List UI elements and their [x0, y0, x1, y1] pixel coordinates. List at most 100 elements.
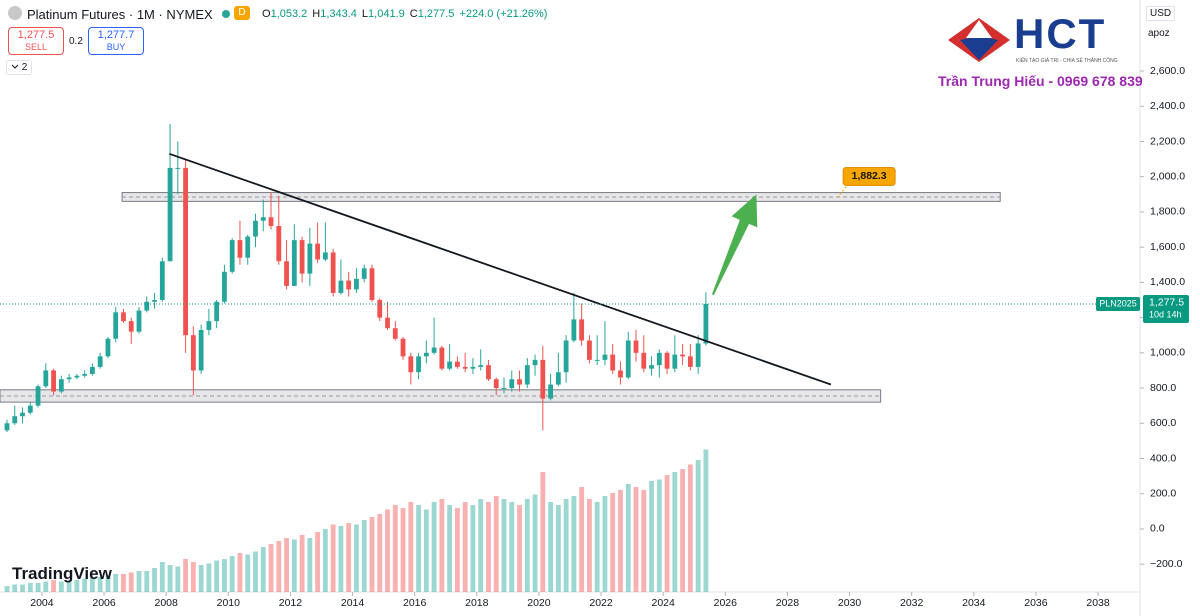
price-label: 1,277.5: [1149, 297, 1184, 309]
symbol-title[interactable]: Platinum Futures · 1M · NYMEX: [27, 7, 213, 22]
candle-body: [105, 338, 111, 357]
candle-body: [633, 340, 639, 353]
candle-body: [229, 240, 235, 272]
candle-body: [555, 372, 561, 385]
x-tick-label: 2010: [217, 597, 241, 609]
y-tick-label: 1,800.0: [1150, 206, 1185, 218]
y-tick-label: 2,600.0: [1150, 65, 1185, 77]
ohlc-key: H: [312, 8, 321, 20]
currency[interactable]: USD: [1146, 6, 1176, 21]
x-tick-label: 2020: [527, 597, 551, 609]
x-tick-label: 2024: [652, 597, 676, 609]
target-pointer: [836, 183, 850, 198]
volume-bar: [517, 505, 522, 592]
candle-body: [253, 220, 258, 237]
y-tick-label: 200.0: [1150, 488, 1176, 500]
candle-body: [245, 236, 251, 258]
volume-bar: [144, 571, 150, 592]
volume-bar: [206, 563, 212, 592]
candle-body: [35, 386, 41, 406]
zone: [0, 389, 882, 403]
buy-price: 1,277.7: [97, 29, 135, 41]
x-tick-label: 2016: [403, 597, 427, 609]
candle-body: [594, 359, 600, 361]
volume-bar: [214, 560, 220, 592]
volume-bar: [97, 577, 103, 592]
change: +224.0 (+21.26%): [459, 8, 548, 20]
candle-body: [563, 340, 569, 373]
buy-label: BUY: [106, 42, 126, 52]
volume-bar: [245, 554, 251, 592]
candle-body: [618, 370, 623, 378]
y-tick-label: 2,400.0: [1150, 100, 1185, 112]
volume-bar: [695, 460, 701, 592]
sell-button[interactable]: 1,277.5 SELL: [8, 27, 64, 55]
candle-body: [90, 366, 95, 374]
target-label: 1,882.3: [852, 170, 887, 182]
candle-body: [509, 379, 515, 389]
candle-body: [641, 352, 647, 369]
candle-body: [152, 299, 157, 302]
volume-bar: [12, 584, 18, 592]
candle-body: [470, 366, 476, 369]
buy-button[interactable]: 1,277.7 BUY: [88, 27, 144, 55]
symbol-box: [1096, 296, 1140, 311]
volume-bar: [27, 583, 33, 592]
trendline: [168, 152, 832, 386]
candle-body: [121, 312, 126, 322]
volume-bar: [369, 517, 375, 592]
volume-bar: [641, 490, 647, 592]
candle-body: [361, 268, 367, 279]
ohlc-value: 1,053.2: [270, 8, 308, 20]
volume-bar: [540, 472, 546, 592]
candle-body: [579, 319, 585, 341]
candle-body: [695, 343, 701, 367]
candle-body: [167, 167, 173, 262]
candle-body: [517, 379, 522, 385]
volume-bar: [113, 574, 119, 592]
candle-body: [486, 365, 491, 380]
volume-bar: [51, 580, 56, 592]
candle-body: [400, 338, 406, 357]
scale-menu[interactable]: apoz: [1148, 28, 1170, 39]
x-tick-label: 2006: [92, 597, 116, 609]
badge: D: [234, 6, 250, 20]
symbol-label: PLN2025: [1099, 298, 1137, 308]
volume-bar: [159, 562, 165, 592]
volume-bar: [315, 532, 321, 592]
volume-bar: [136, 571, 142, 592]
volume-bar: [687, 464, 693, 592]
candle-body: [687, 356, 693, 367]
candle-body: [454, 361, 460, 367]
candle-body: [431, 347, 437, 353]
x-tick-label: 2004: [30, 597, 54, 609]
volume-bar: [385, 509, 390, 592]
volume-bar: [105, 575, 111, 592]
candle-body: [322, 252, 328, 260]
candle-body: [532, 359, 538, 366]
candle-body: [354, 278, 359, 290]
candle-body: [524, 365, 530, 385]
x-tick-label: 2036: [1024, 597, 1048, 609]
indicator-count: 2: [21, 62, 28, 73]
volume-bar: [377, 514, 383, 592]
indicator-toggle[interactable]: 2: [6, 60, 33, 75]
ohlc-row: O1,053.2 H1,343.4 L1,041.9 C1,277.5 +224.0 (…: [262, 8, 547, 20]
volume-bar: [222, 559, 227, 592]
candle-body: [703, 303, 709, 344]
volume-bar: [672, 472, 678, 592]
status-dot: [222, 10, 230, 18]
candle-body: [664, 352, 670, 369]
volume-bar: [408, 502, 414, 592]
candle-body: [12, 416, 18, 424]
volume-bar: [555, 505, 561, 592]
x-tick-label: 2028: [776, 597, 800, 609]
candle-body: [672, 354, 678, 369]
y-tick-label: 400.0: [1150, 452, 1176, 464]
candle-body: [346, 280, 352, 290]
y-tick-label: 1,600.0: [1150, 241, 1185, 253]
volume-bar: [128, 572, 134, 592]
volume-bar: [571, 496, 577, 592]
candle-body: [392, 328, 398, 339]
